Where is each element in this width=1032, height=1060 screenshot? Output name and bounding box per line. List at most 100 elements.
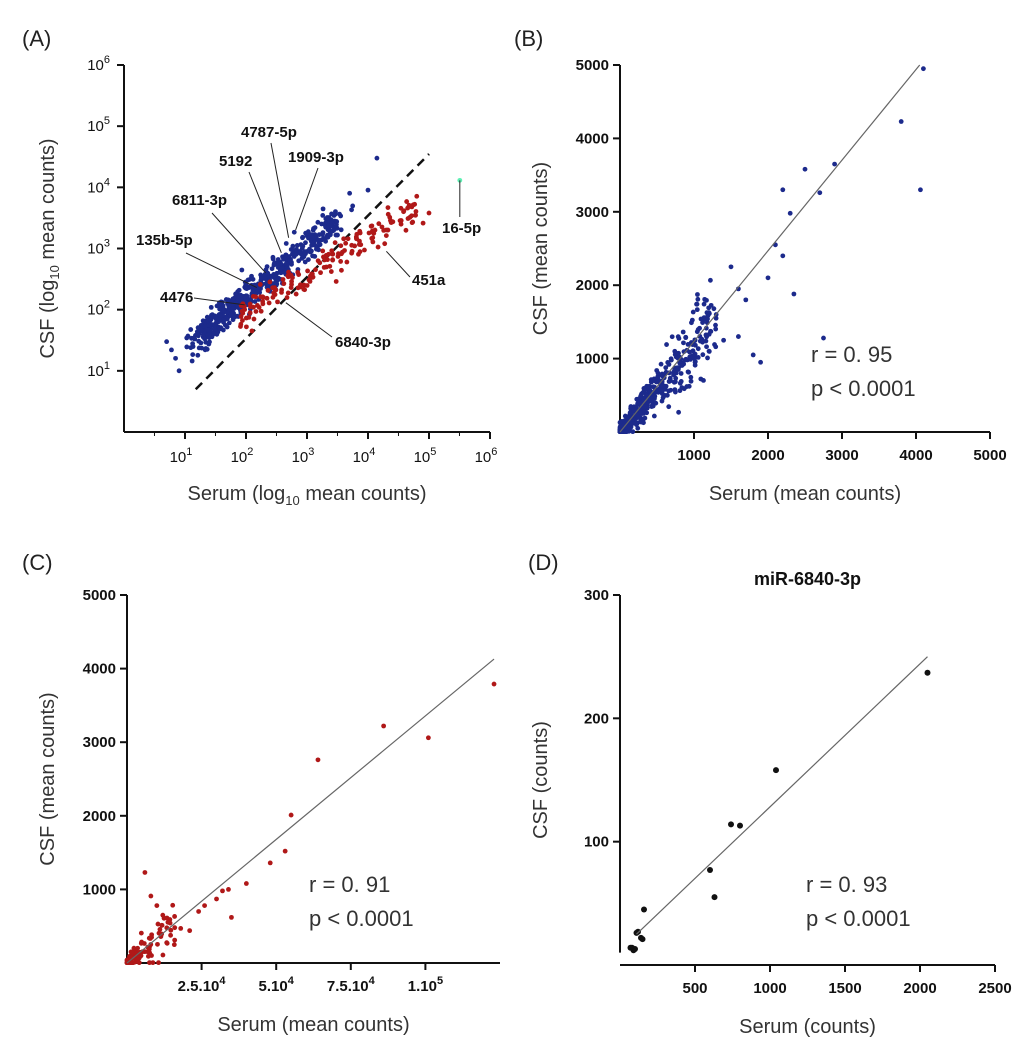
y-tick-label: 4000 bbox=[83, 661, 116, 678]
data-point bbox=[220, 888, 225, 894]
data-point bbox=[832, 161, 837, 167]
data-point bbox=[284, 261, 290, 267]
data-point bbox=[758, 359, 763, 365]
data-point bbox=[695, 292, 700, 297]
data-point bbox=[327, 229, 333, 235]
data-point bbox=[410, 219, 416, 225]
data-point bbox=[212, 323, 218, 329]
data-point bbox=[666, 404, 672, 410]
data-point bbox=[234, 313, 240, 319]
data-point bbox=[226, 887, 231, 892]
x-tick-label: 2000 bbox=[903, 980, 936, 997]
data-point bbox=[196, 909, 202, 914]
stat-r: r = 0. 93 bbox=[806, 872, 887, 897]
data-point bbox=[276, 262, 281, 268]
x-tick-label: 2.5.104 bbox=[178, 975, 227, 995]
data-point bbox=[265, 288, 271, 293]
x-tick-label: 3000 bbox=[825, 447, 858, 464]
y-tick-label: 4000 bbox=[576, 130, 609, 147]
x-axis-title: Serum (mean counts) bbox=[217, 1014, 409, 1036]
data-point bbox=[398, 218, 404, 223]
data-point bbox=[282, 256, 288, 262]
data-point bbox=[683, 335, 689, 341]
data-point bbox=[282, 848, 288, 854]
data-point bbox=[341, 236, 347, 242]
data-point bbox=[309, 271, 315, 277]
data-point bbox=[802, 166, 808, 172]
data-point bbox=[688, 374, 694, 380]
data-point bbox=[156, 960, 161, 966]
data-point bbox=[700, 352, 706, 358]
y-tick-label: 2000 bbox=[83, 808, 116, 825]
data-point bbox=[270, 294, 276, 300]
data-point bbox=[247, 276, 253, 282]
data-point bbox=[131, 945, 137, 951]
data-point bbox=[293, 291, 299, 297]
data-point bbox=[673, 370, 679, 376]
data-point bbox=[632, 945, 638, 952]
data-point bbox=[246, 314, 252, 320]
data-point bbox=[666, 362, 672, 367]
stat-r: r = 0. 91 bbox=[309, 872, 390, 897]
data-point bbox=[694, 329, 700, 335]
y-tick-label: 106 bbox=[87, 54, 110, 74]
data-point bbox=[685, 369, 691, 375]
data-point bbox=[230, 296, 236, 302]
x-tick-label: 5.104 bbox=[259, 975, 295, 995]
y-tick-label: 102 bbox=[87, 299, 110, 319]
data-point bbox=[676, 336, 682, 341]
stat-r: r = 0. 95 bbox=[811, 342, 892, 367]
data-point bbox=[296, 258, 302, 264]
annotation-label: 16-5p bbox=[442, 220, 481, 237]
data-point bbox=[265, 270, 271, 276]
data-point bbox=[319, 221, 324, 227]
data-point bbox=[320, 212, 326, 218]
data-point bbox=[345, 236, 351, 242]
data-point bbox=[283, 241, 289, 246]
data-point bbox=[688, 378, 694, 384]
data-point bbox=[254, 303, 260, 308]
data-point bbox=[639, 936, 646, 943]
data-point bbox=[315, 757, 321, 763]
data-point bbox=[362, 247, 367, 253]
data-point bbox=[676, 409, 682, 415]
data-point bbox=[383, 227, 389, 233]
y-axis-title: CSF (log10 mean counts) bbox=[37, 138, 62, 358]
annotation-leader bbox=[270, 142, 290, 238]
data-point bbox=[176, 368, 182, 374]
data-point bbox=[195, 352, 201, 358]
data-point bbox=[253, 309, 259, 314]
data-point bbox=[617, 420, 623, 425]
data-point bbox=[145, 949, 151, 955]
data-point bbox=[349, 242, 355, 248]
data-point bbox=[721, 337, 726, 343]
stat-p: p < 0.0001 bbox=[811, 376, 916, 401]
data-point bbox=[705, 316, 710, 322]
data-point bbox=[347, 190, 353, 196]
x-tick-label: 106 bbox=[475, 446, 498, 466]
data-point bbox=[628, 404, 634, 409]
data-point bbox=[185, 333, 191, 339]
data-point bbox=[138, 953, 144, 959]
data-point bbox=[338, 227, 344, 233]
data-point bbox=[690, 348, 696, 354]
data-point bbox=[387, 214, 393, 220]
y-tick-label: 3000 bbox=[83, 734, 116, 751]
data-point bbox=[333, 279, 339, 284]
data-point bbox=[684, 384, 690, 389]
data-point bbox=[654, 379, 659, 385]
data-point bbox=[169, 347, 174, 353]
data-point bbox=[370, 235, 376, 241]
data-point bbox=[190, 341, 196, 347]
data-point bbox=[189, 358, 195, 364]
data-point bbox=[685, 341, 691, 347]
data-point bbox=[335, 232, 340, 238]
data-point bbox=[669, 334, 675, 340]
data-point bbox=[253, 294, 259, 300]
data-point bbox=[286, 254, 292, 259]
stat-p: p < 0.0001 bbox=[806, 906, 911, 931]
panel-label-a: (A) bbox=[22, 26, 52, 51]
data-point bbox=[315, 219, 321, 225]
data-point bbox=[703, 332, 709, 338]
